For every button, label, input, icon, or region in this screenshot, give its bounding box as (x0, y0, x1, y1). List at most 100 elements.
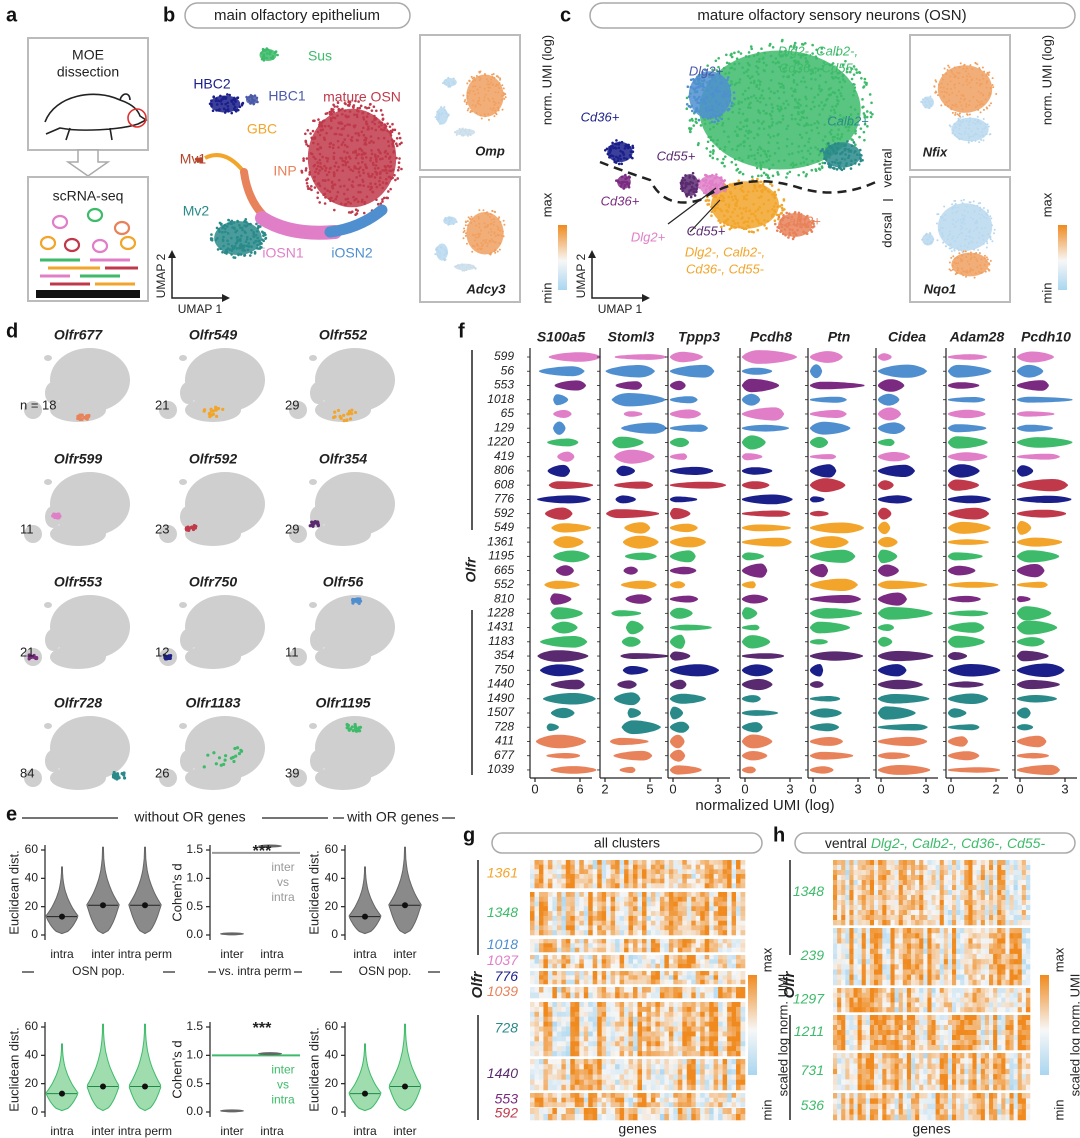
cell (769, 182, 772, 186)
heatmap-cell (530, 860, 535, 865)
cell (373, 167, 377, 170)
heatmap-cell (740, 869, 746, 875)
cell (472, 90, 475, 93)
cell (230, 100, 234, 104)
cell (437, 114, 440, 117)
cell (803, 80, 807, 84)
heatmap-cell (668, 864, 674, 870)
cell (769, 78, 773, 82)
cell (798, 67, 802, 70)
cell (502, 219, 505, 222)
cell (264, 236, 268, 240)
cell (346, 188, 349, 191)
label: 0 (947, 781, 954, 796)
cell (361, 178, 364, 182)
heatmap-cell (659, 930, 665, 936)
heatmap-cell (686, 878, 692, 884)
cell (977, 101, 980, 104)
heatmap-cell (579, 906, 585, 912)
cell (332, 103, 335, 107)
label: 1361 (487, 534, 514, 548)
cell (810, 230, 814, 233)
heatmap-cell (736, 901, 741, 907)
cell (351, 151, 355, 154)
cell (217, 227, 221, 231)
cell (842, 167, 846, 170)
cell (957, 262, 960, 265)
label: main olfactory epithelium (214, 7, 380, 24)
violin (810, 621, 850, 634)
cell (757, 127, 761, 130)
cell (836, 71, 840, 75)
cell (475, 111, 478, 114)
heatmap-cell (570, 925, 576, 931)
cell (347, 165, 351, 169)
cell (487, 97, 490, 100)
cell (339, 121, 343, 124)
heatmap-cell (530, 869, 535, 875)
cell (972, 218, 975, 221)
cell (323, 124, 327, 128)
cell (711, 113, 715, 116)
heatmap-cell (704, 878, 710, 884)
cell (808, 152, 812, 156)
cell (963, 132, 966, 135)
cell (465, 269, 468, 272)
cell (493, 103, 496, 106)
label: scRNA-seq (53, 188, 124, 204)
cell (489, 213, 492, 216)
cell-cloud (704, 177, 786, 234)
cell (381, 200, 384, 203)
cell (756, 151, 760, 155)
label: 0 (669, 781, 676, 796)
cell (463, 227, 466, 230)
cell (782, 86, 785, 90)
cell (841, 150, 844, 154)
cell (499, 77, 502, 80)
cell (849, 150, 853, 153)
cell (822, 151, 826, 154)
cell (953, 204, 956, 207)
violin (810, 681, 824, 688)
heatmap-cell (539, 901, 544, 907)
cell (620, 175, 624, 179)
cell-icon (113, 220, 131, 236)
label: 23 (155, 521, 169, 536)
cell (796, 101, 799, 104)
cell (370, 109, 374, 112)
cell (974, 252, 977, 255)
cell (336, 139, 340, 143)
heatmap-cell (570, 901, 576, 907)
cell (948, 268, 951, 271)
heatmap-cell (583, 883, 589, 889)
cell (985, 81, 988, 84)
violin (348, 1043, 382, 1112)
cell (834, 123, 837, 127)
cell (364, 165, 368, 169)
heatmap-cell (642, 911, 647, 917)
heatmap-cell (668, 901, 674, 907)
cell (361, 111, 365, 115)
cell (316, 161, 319, 164)
cell (861, 106, 864, 109)
cell (245, 221, 248, 224)
violin (742, 751, 768, 761)
cell (262, 231, 265, 235)
heatmap-cell (588, 892, 593, 898)
cell (952, 73, 955, 76)
violin (742, 494, 793, 505)
heatmap-cell (637, 869, 643, 875)
cell (369, 135, 373, 138)
cell (236, 219, 239, 223)
cell (221, 250, 224, 254)
cell (754, 214, 757, 218)
cell (493, 231, 496, 234)
heatmap-cell (543, 864, 549, 870)
heatmap-cell (628, 930, 634, 936)
heatmap-cell (664, 869, 670, 875)
umap-silhouette (289, 348, 395, 422)
cell (790, 142, 794, 146)
cell (369, 159, 372, 162)
cell (949, 75, 952, 78)
cell (342, 192, 346, 196)
